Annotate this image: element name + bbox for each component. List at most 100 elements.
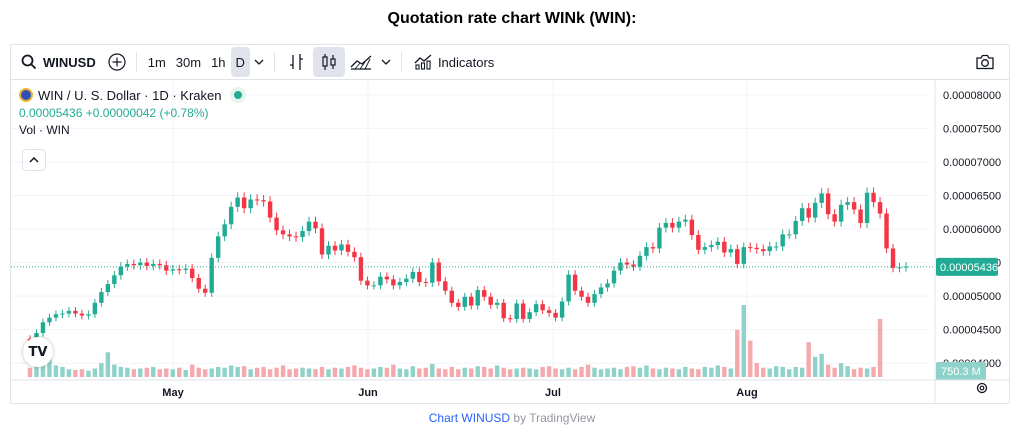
volume-bar bbox=[423, 367, 429, 377]
candle-body bbox=[326, 245, 331, 255]
candle-body bbox=[144, 262, 150, 266]
snapshot-button[interactable] bbox=[969, 47, 1001, 77]
current-price-label: 0.00005436 bbox=[940, 262, 998, 274]
volume-bar bbox=[417, 368, 422, 377]
candle-body bbox=[838, 204, 844, 222]
volume-bar bbox=[326, 369, 331, 377]
candle-body bbox=[605, 283, 610, 288]
candle-body bbox=[598, 287, 604, 295]
volume-bar bbox=[254, 367, 260, 377]
volume-bar bbox=[715, 365, 721, 377]
volume-bar bbox=[313, 369, 318, 377]
volume-bar bbox=[125, 367, 130, 377]
candle-body bbox=[553, 312, 558, 318]
price-chart[interactable]: 0.00008000 0.00007500 0.00007000 0.00006500… bbox=[11, 80, 1009, 403]
interval-1m-button[interactable]: 1m bbox=[147, 54, 166, 70]
candle-body bbox=[79, 313, 85, 316]
volume-bar bbox=[410, 366, 416, 377]
volume-bar bbox=[151, 366, 156, 377]
candle-body bbox=[125, 263, 130, 267]
volume-bar bbox=[40, 355, 46, 377]
compare-symbol-button[interactable] bbox=[104, 47, 130, 77]
volume-bar bbox=[585, 364, 591, 377]
candle-body bbox=[488, 296, 493, 305]
volume-bar bbox=[228, 365, 234, 377]
candle-body bbox=[825, 193, 831, 215]
candle-body bbox=[462, 296, 467, 307]
chart-settings-button[interactable] bbox=[975, 381, 989, 400]
candle-body bbox=[443, 281, 448, 291]
volume-bar bbox=[864, 368, 870, 377]
volume-bar bbox=[345, 366, 351, 377]
volume-bar bbox=[514, 368, 519, 377]
candle-body bbox=[676, 221, 682, 228]
candle-body bbox=[183, 268, 188, 270]
candle-body bbox=[514, 303, 519, 319]
candle-body bbox=[592, 294, 597, 303]
volume-bar bbox=[838, 363, 844, 377]
volume-bar bbox=[851, 369, 857, 377]
candle-body bbox=[631, 264, 636, 267]
interval-d-button[interactable]: D bbox=[230, 47, 250, 77]
price-axis-label: 0.00005000 bbox=[943, 291, 1001, 303]
plus-circle-icon bbox=[108, 53, 126, 71]
chart-style-dropdown-button[interactable] bbox=[377, 47, 395, 77]
bar-style-button[interactable] bbox=[281, 47, 313, 77]
indicators-button[interactable]: Indicators bbox=[408, 47, 500, 77]
time-axis-label: Jun bbox=[358, 387, 378, 399]
volume-bar bbox=[572, 369, 578, 377]
candle-body bbox=[897, 267, 902, 269]
area-style-button[interactable] bbox=[345, 47, 377, 77]
volume-bar bbox=[209, 368, 214, 377]
candle-body bbox=[300, 231, 305, 238]
candle-body bbox=[786, 234, 792, 236]
volume-bar bbox=[683, 366, 688, 377]
volume-bar bbox=[676, 369, 682, 377]
volume-legend: Vol · WIN bbox=[19, 123, 70, 137]
candle-body bbox=[151, 263, 156, 266]
symbol-search-button[interactable]: WINUSD bbox=[11, 47, 104, 77]
interval-1h-button[interactable]: 1h bbox=[211, 54, 226, 70]
page-title: Quotation rate chart WINk (WIN): bbox=[387, 10, 637, 27]
volume-bar bbox=[670, 368, 675, 377]
candle-body bbox=[118, 266, 124, 276]
volume-bar bbox=[352, 365, 357, 377]
volume-bar bbox=[177, 367, 182, 377]
volume-bar bbox=[462, 367, 467, 377]
volume-bar bbox=[533, 369, 539, 377]
tradingview-logo[interactable]: TV bbox=[23, 337, 53, 367]
interval-30m-button[interactable]: 30m bbox=[175, 54, 202, 70]
candle-body bbox=[196, 277, 201, 289]
indicators-icon bbox=[414, 54, 432, 70]
candle-body bbox=[644, 247, 649, 256]
volume-bar bbox=[845, 366, 850, 377]
volume-bar bbox=[157, 369, 162, 377]
volume-bar bbox=[631, 366, 636, 377]
candle-body bbox=[696, 235, 701, 250]
toolbar-separator bbox=[400, 52, 402, 72]
candle-body bbox=[566, 274, 571, 302]
collapse-legend-button[interactable] bbox=[22, 149, 46, 171]
price-axis-label: 0.00006500 bbox=[943, 190, 1001, 202]
candle-body bbox=[92, 302, 98, 315]
candle-body bbox=[417, 271, 422, 283]
volume-bar bbox=[222, 367, 227, 377]
volume-bar bbox=[34, 358, 39, 377]
volume-bar bbox=[527, 368, 532, 377]
candle-body bbox=[611, 270, 617, 284]
candle-body bbox=[99, 292, 104, 303]
chart-legend: WIN / U. S. Dollar · 1D · Kraken 0.00005… bbox=[19, 87, 247, 137]
volume-bar bbox=[605, 368, 610, 377]
candle-style-button[interactable] bbox=[312, 47, 345, 77]
volume-bar bbox=[780, 366, 785, 377]
volume-bar bbox=[138, 368, 143, 377]
chart-link[interactable]: Chart WINUSD bbox=[428, 411, 511, 425]
area-style-icon bbox=[350, 55, 372, 70]
interval-dropdown-button[interactable] bbox=[250, 47, 268, 77]
candle-body bbox=[47, 317, 52, 323]
chevron-down-icon bbox=[254, 59, 264, 65]
volume-bar bbox=[144, 367, 150, 377]
candle-body bbox=[449, 290, 454, 303]
volume-bar bbox=[92, 368, 98, 377]
candle-body bbox=[365, 280, 370, 286]
